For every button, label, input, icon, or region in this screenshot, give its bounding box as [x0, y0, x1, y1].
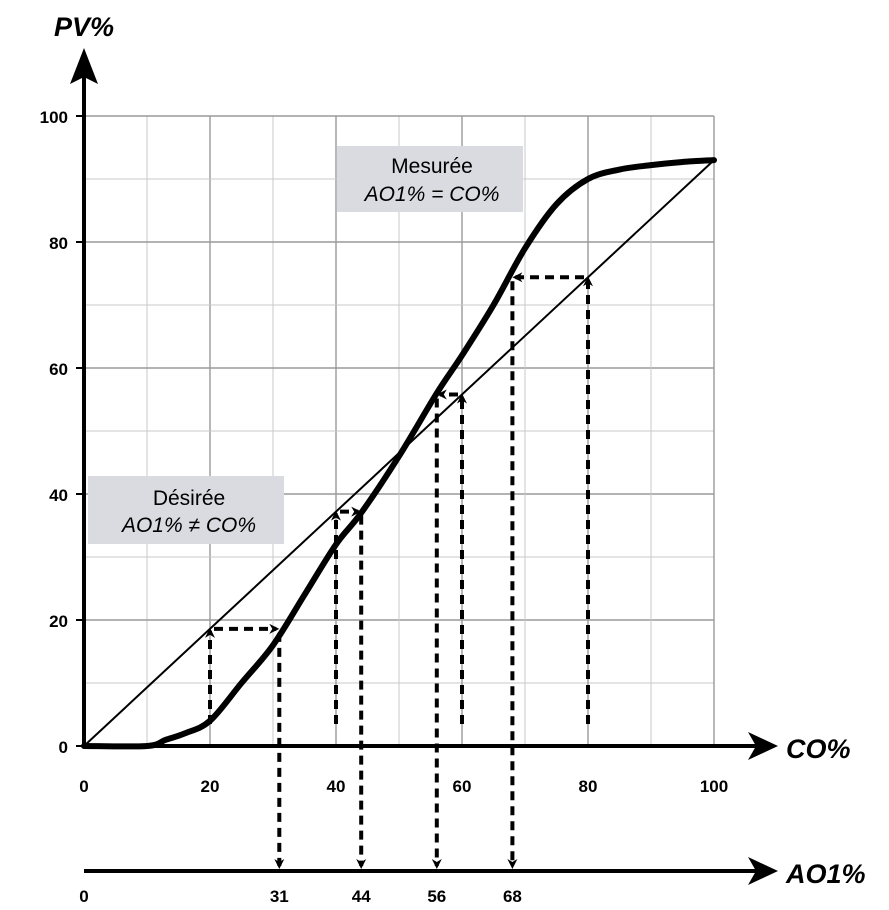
- y-tick-label: 100: [40, 108, 68, 127]
- x-tick-label: 60: [453, 777, 472, 796]
- y-tick-label: 60: [49, 360, 68, 379]
- ao-tick-label: 56: [427, 887, 446, 906]
- ao-axis-arrow: [748, 857, 778, 885]
- measured-annotation: Mesurée AO1% = CO%: [337, 146, 523, 212]
- desired-box: [88, 476, 284, 544]
- measured-label: Mesurée: [391, 155, 473, 178]
- ao-tick-label: 0: [79, 887, 88, 906]
- y-tick-label: 40: [49, 486, 68, 505]
- x-axis-arrow: [748, 732, 778, 760]
- tick-labels: 0 20 40 60 80 100 0 20 40 60 80 100 0 31 44 56 68: [40, 108, 729, 906]
- x-axis-title: CO%: [786, 734, 851, 764]
- ao-tick-label: 44: [352, 887, 371, 906]
- ao-tick-label: 68: [503, 887, 522, 906]
- x-tick-label: 0: [79, 777, 88, 796]
- desired-equation: AO1% ≠ CO%: [120, 514, 256, 537]
- y-axis-arrow: [70, 48, 98, 84]
- x-tick-label: 20: [201, 777, 220, 796]
- x-tick-label: 100: [700, 777, 728, 796]
- measured-box: [337, 146, 523, 212]
- desired-annotation: Désirée AO1% ≠ CO%: [88, 476, 284, 544]
- y-tick-label: 0: [59, 738, 68, 757]
- y-tick-label: 20: [49, 612, 68, 631]
- series-layer: [81, 157, 717, 750]
- measured-equation: AO1% = CO%: [363, 183, 500, 206]
- ao-axis-title: AO1%: [785, 859, 866, 889]
- measured-curve: [81, 157, 717, 750]
- x-tick-label: 80: [579, 777, 598, 796]
- y-axis-title: PV%: [54, 12, 114, 42]
- y-tick-label: 80: [49, 234, 68, 253]
- x-tick-label: 40: [327, 777, 346, 796]
- axes: PV% CO% AO1%: [54, 12, 866, 889]
- ao-tick-label: 31: [270, 887, 289, 906]
- mapping-arrows: [205, 272, 593, 869]
- desired-label: Désirée: [153, 487, 225, 510]
